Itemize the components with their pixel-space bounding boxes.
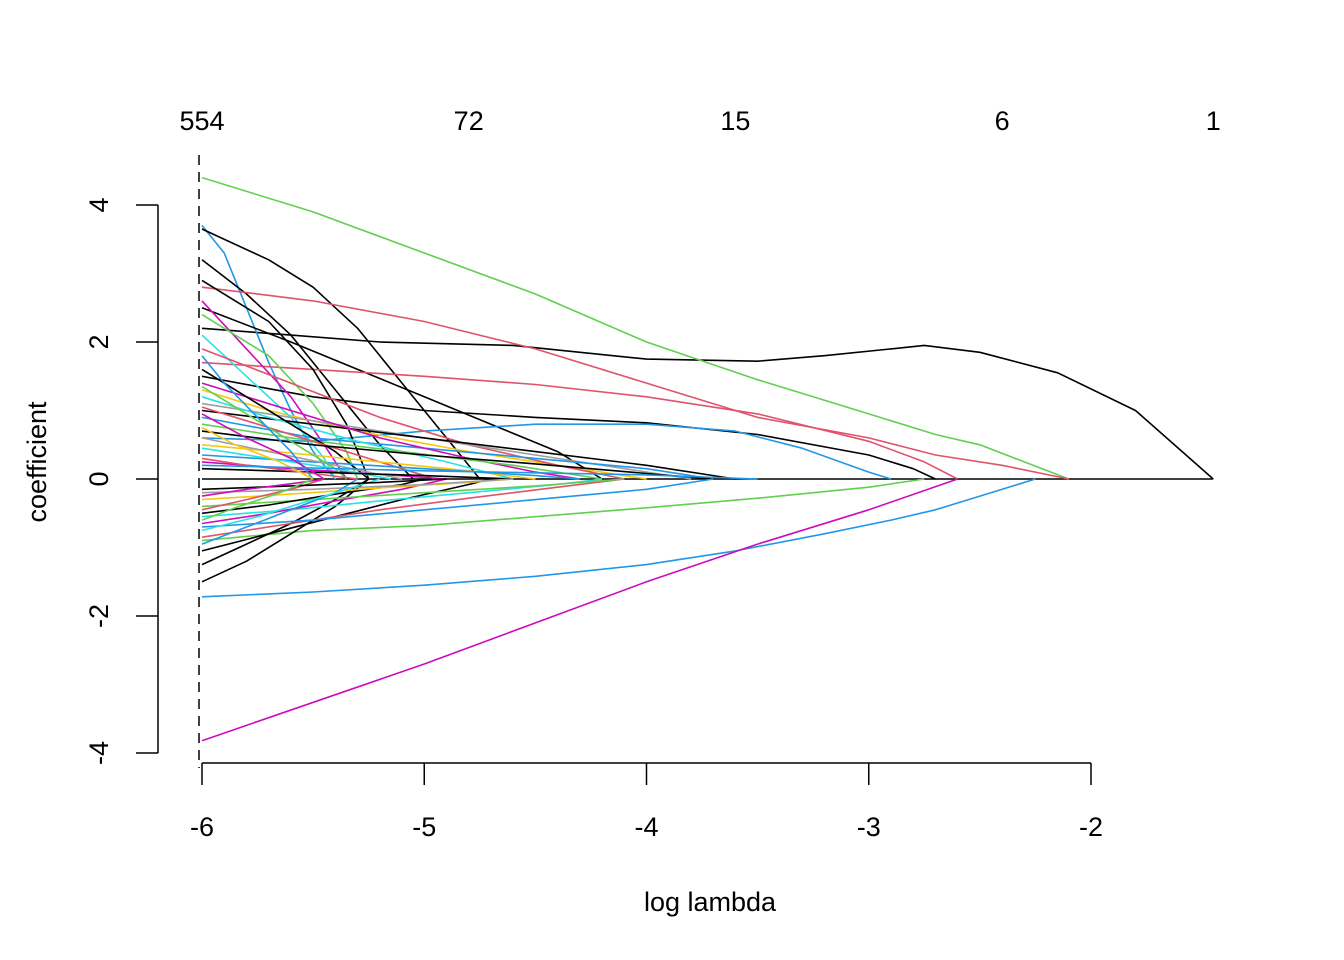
series-line-24 xyxy=(201,368,370,480)
series-line-3 xyxy=(201,176,1070,480)
series-line-51 xyxy=(201,478,514,494)
series-line-57 xyxy=(201,478,314,521)
series-line-7 xyxy=(201,286,1069,480)
series-line-5 xyxy=(201,228,481,480)
series-line-45 xyxy=(201,478,714,528)
series-line-58 xyxy=(201,464,758,480)
series-line-23 xyxy=(201,423,603,480)
series-line-12 xyxy=(201,279,370,480)
series-line-4 xyxy=(201,224,336,480)
series-line-16 xyxy=(201,313,359,480)
series-line-6 xyxy=(201,259,414,480)
series-line-22 xyxy=(201,396,514,480)
series-line-20 xyxy=(201,416,714,480)
series-line-34 xyxy=(201,457,358,480)
x-tick-label: -5 xyxy=(412,812,436,842)
x-axis: -6 -5 -4 -3 -2 xyxy=(190,762,1103,842)
series-line-35 xyxy=(201,355,314,480)
series-line-13 xyxy=(201,389,647,480)
series-line-10 xyxy=(201,375,936,480)
series-line-40 xyxy=(201,478,925,542)
y-tick-label: -4 xyxy=(84,741,114,765)
series-line-48 xyxy=(201,478,625,508)
x-tick-label: -6 xyxy=(190,812,214,842)
top-axis-label: 15 xyxy=(720,106,750,136)
y-axis: -4 -2 0 2 4 xyxy=(84,197,159,765)
x-tick-label: -3 xyxy=(857,812,881,842)
y-tick-label: 0 xyxy=(84,471,114,486)
series-line-33 xyxy=(201,467,514,480)
y-axis-label: coefficient xyxy=(22,401,52,523)
series-line-17 xyxy=(201,348,625,480)
y-tick-label: 4 xyxy=(84,197,114,212)
series-line-2 xyxy=(201,327,1214,480)
y-tick-label: -2 xyxy=(84,604,114,628)
series-line-43 xyxy=(201,478,492,552)
series-line-26 xyxy=(201,430,714,480)
top-axis-labels: 554 72 15 6 1 xyxy=(179,106,1220,136)
x-tick-label: -4 xyxy=(634,812,658,842)
series-line-9 xyxy=(201,361,958,480)
series-line-11 xyxy=(201,423,892,480)
top-axis-label: 554 xyxy=(179,106,224,136)
top-axis-label: 72 xyxy=(454,106,484,136)
series-line-55 xyxy=(201,478,447,491)
series-line-8 xyxy=(201,307,603,480)
series-line-25 xyxy=(201,406,436,480)
series-lines xyxy=(201,176,1214,742)
y-tick-label: 2 xyxy=(84,334,114,349)
top-axis-label: 6 xyxy=(995,106,1010,136)
series-line-19 xyxy=(201,409,736,480)
series-line-53 xyxy=(201,478,325,511)
top-axis-label: 1 xyxy=(1206,106,1221,136)
series-line-44 xyxy=(201,478,625,538)
series-line-39 xyxy=(201,478,958,742)
series-line-49 xyxy=(201,478,425,515)
series-line-37 xyxy=(201,426,314,480)
series-line-18 xyxy=(201,402,692,480)
x-axis-label: log lambda xyxy=(644,887,777,917)
x-tick-label: -2 xyxy=(1079,812,1103,842)
series-line-52 xyxy=(201,478,359,545)
